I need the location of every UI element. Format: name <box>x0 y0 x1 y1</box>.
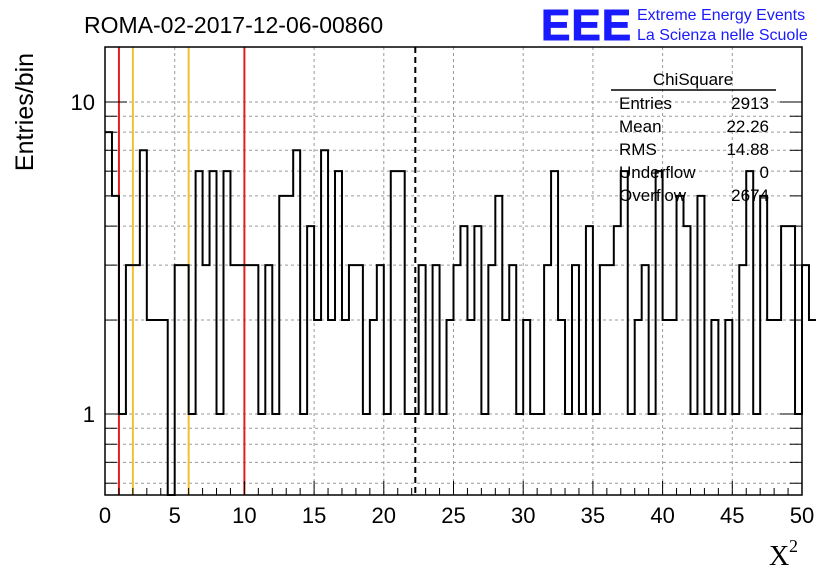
x-tick-label: 35 <box>581 503 605 528</box>
x-axis-label-main: X <box>769 541 789 572</box>
x-tick-label: 5 <box>169 503 181 528</box>
x-tick-label: 20 <box>372 503 396 528</box>
x-tick-label: 30 <box>511 503 535 528</box>
stats-value: 2913 <box>731 94 769 113</box>
x-tick-label: 25 <box>441 503 465 528</box>
x-axis-label: X 2 <box>769 536 798 572</box>
stats-value: 2674 <box>731 186 769 205</box>
stats-value: 14.88 <box>726 140 769 159</box>
y-tick-label: 1 <box>83 402 95 427</box>
axis-ticks: 0 5 10 15 20 25 30 35 40 45 50 1 10 <box>71 90 815 528</box>
x-tick-label: 40 <box>650 503 674 528</box>
x-tick-label: 10 <box>232 503 256 528</box>
stats-label: Underflow <box>619 163 696 182</box>
y-tick-label: 10 <box>71 90 95 115</box>
stats-label: RMS <box>619 140 657 159</box>
stats-value: 0 <box>760 163 769 182</box>
stats-rows: Entries 2913 Mean 22.26 RMS 14.88 Underflow 0 Ov… <box>619 94 769 205</box>
stats-box: ChiSquare Entries 2913 Mean 22.26 RMS 14.88 Un… <box>611 70 776 205</box>
chart-title: ROMA-02-2017-12-06-00860 <box>84 12 383 38</box>
x-axis-label-sup: 2 <box>789 536 798 556</box>
histogram-outline <box>105 131 816 496</box>
stats-label: Entries <box>619 94 672 113</box>
logo-line2: La Scienza nelle Scuole <box>637 27 808 44</box>
logo-line1: Extreme Energy Events <box>637 7 805 24</box>
eee-logo: EEE Extreme Energy Events La Scienza nel… <box>541 1 808 51</box>
x-tick-label: 0 <box>99 503 111 528</box>
y-axis-label: Entries/bin <box>11 53 39 171</box>
stats-value: 22.26 <box>726 117 769 136</box>
x-tick-label: 45 <box>720 503 744 528</box>
stats-label: Mean <box>619 117 662 136</box>
stats-title: ChiSquare <box>653 70 733 89</box>
logo-mark: EEE <box>541 1 632 50</box>
x-tick-label: 15 <box>302 503 326 528</box>
stats-label: Overflow <box>619 186 687 205</box>
x-tick-label: 50 <box>790 503 814 528</box>
